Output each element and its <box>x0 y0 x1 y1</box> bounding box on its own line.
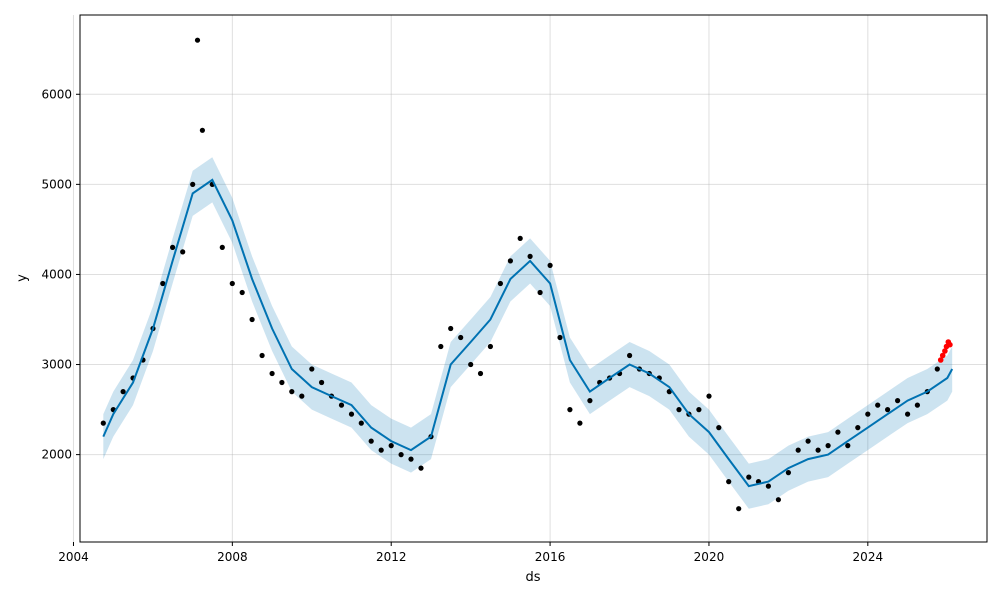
observed-points <box>100 37 940 512</box>
x-axis-label: ds <box>525 570 540 585</box>
observed-point <box>348 411 355 417</box>
recent-point <box>937 357 944 363</box>
observed-point <box>845 443 851 449</box>
x-tick-label: 2016 <box>535 550 566 564</box>
observed-point <box>765 483 772 489</box>
observed-point <box>438 343 444 350</box>
x-tick-label: 2024 <box>853 550 884 564</box>
observed-point <box>170 244 176 250</box>
observed-point <box>507 258 513 264</box>
observed-point <box>914 402 921 408</box>
observed-point <box>388 443 394 449</box>
observed-point <box>537 289 543 296</box>
observed-point <box>458 334 464 341</box>
observed-point <box>527 253 533 259</box>
forecast-line <box>102 178 954 488</box>
observed-point <box>259 352 265 359</box>
observed-point <box>865 411 871 417</box>
observed-point <box>299 393 305 399</box>
observed-point <box>194 37 201 43</box>
plot-frame <box>79 14 988 543</box>
observed-point <box>120 389 126 395</box>
observed-point <box>358 420 364 426</box>
uncertainty-band <box>103 157 953 509</box>
observed-point <box>825 443 831 449</box>
observed-point <box>378 447 384 453</box>
observed-point <box>517 235 523 241</box>
y-axis-label: y <box>15 274 30 282</box>
observed-point <box>577 420 583 426</box>
observed-point <box>567 407 573 413</box>
x-tick-label: 2020 <box>694 550 725 564</box>
y-tick-label: 2000 <box>41 448 72 462</box>
observed-point <box>785 470 792 476</box>
observed-point <box>855 425 861 431</box>
observed-point <box>726 479 732 485</box>
grid-lines <box>72 15 987 542</box>
y-tick-label: 3000 <box>41 358 72 372</box>
observed-point <box>368 438 374 444</box>
observed-point <box>468 361 474 368</box>
observed-point <box>587 398 593 404</box>
observed-point <box>219 244 225 250</box>
x-tick-label: 2008 <box>217 550 248 564</box>
observed-point <box>229 280 235 287</box>
observed-point <box>448 325 454 332</box>
y-axis-ticks: 2000 3000 4000 5000 6000 <box>41 87 80 462</box>
recent-point <box>939 352 946 359</box>
y-tick-label: 6000 <box>41 87 72 101</box>
observed-point <box>557 334 563 341</box>
observed-point <box>934 366 940 372</box>
observed-point <box>487 343 493 350</box>
observed-point <box>408 456 414 462</box>
observed-point <box>249 316 255 323</box>
recent-point <box>947 341 953 348</box>
observed-point <box>627 352 633 359</box>
observed-point <box>895 398 901 404</box>
observed-point <box>418 465 424 471</box>
observed-point <box>279 379 285 386</box>
observed-point <box>805 438 811 444</box>
observed-point <box>398 452 404 458</box>
observed-point <box>696 407 702 413</box>
observed-point <box>289 389 295 395</box>
observed-point <box>160 280 166 287</box>
recent-points <box>937 339 953 363</box>
observed-point <box>736 506 742 512</box>
observed-point <box>815 447 821 453</box>
observed-point <box>319 379 325 386</box>
recent-point <box>942 348 948 354</box>
x-tick-label: 2012 <box>376 550 407 564</box>
observed-point <box>795 447 801 453</box>
observed-point <box>885 407 891 413</box>
observed-point <box>905 411 911 417</box>
observed-point <box>477 370 484 377</box>
observed-point <box>746 474 752 480</box>
observed-point <box>676 407 682 413</box>
observed-point <box>706 393 712 399</box>
observed-point <box>835 429 841 435</box>
observed-point <box>309 366 315 372</box>
observed-point <box>180 249 186 255</box>
observed-point <box>775 497 782 503</box>
observed-point <box>239 289 245 296</box>
observed-point <box>199 127 205 133</box>
x-tick-label: 2004 <box>58 550 89 564</box>
observed-point <box>338 402 345 408</box>
observed-point <box>100 420 106 426</box>
observed-point <box>547 262 553 268</box>
observed-point <box>497 280 503 287</box>
observed-point <box>190 181 196 187</box>
observed-point <box>875 402 881 408</box>
observed-point <box>716 425 722 431</box>
observed-point <box>269 370 275 377</box>
y-tick-label: 5000 <box>41 177 72 191</box>
x-axis-ticks: 2004 2008 2012 2016 2020 2024 <box>58 542 883 564</box>
y-tick-label: 4000 <box>41 267 72 281</box>
